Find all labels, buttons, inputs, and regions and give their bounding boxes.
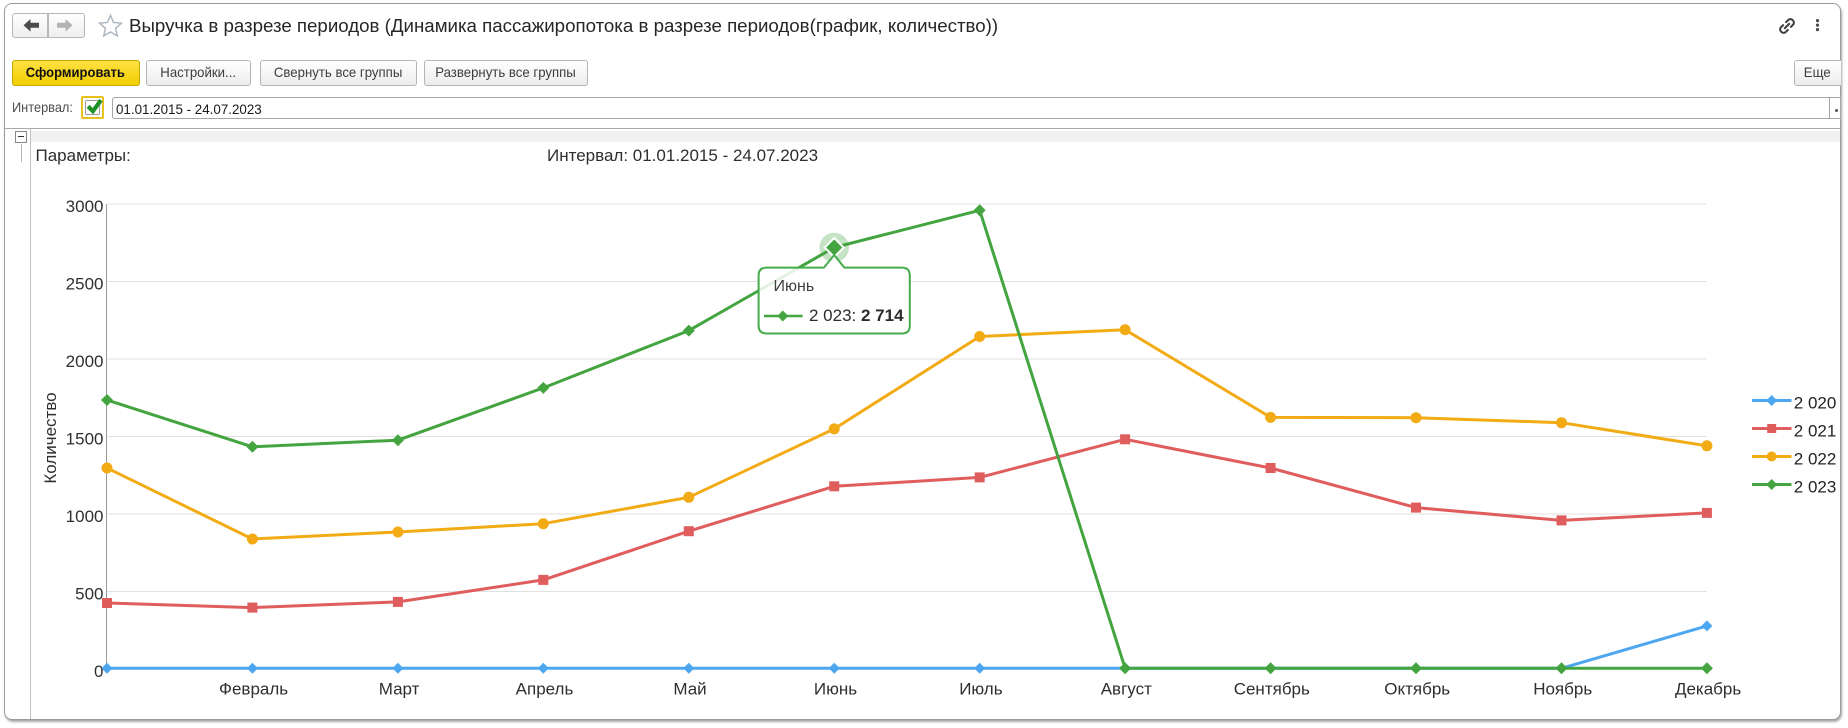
svg-text:3000: 3000 <box>66 197 104 216</box>
svg-text:Июль: Июль <box>959 680 1003 699</box>
svg-text:Август: Август <box>1101 680 1152 699</box>
svg-text:Июнь: Июнь <box>814 680 857 699</box>
svg-text:Февраль: Февраль <box>219 680 288 699</box>
svg-text:1500: 1500 <box>66 430 104 449</box>
svg-text:Декабрь: Декабрь <box>1675 680 1741 699</box>
svg-text:2 023: 2 023 <box>1794 478 1837 497</box>
svg-text:Май: Май <box>673 680 706 699</box>
svg-text:500: 500 <box>75 585 103 604</box>
svg-text:Октябрь: Октябрь <box>1384 680 1450 699</box>
svg-text:2 021: 2 021 <box>1794 422 1837 441</box>
svg-text:2 023: 2 714: 2 023: 2 714 <box>809 306 904 325</box>
svg-text:Сентябрь: Сентябрь <box>1234 680 1310 699</box>
svg-text:Ноябрь: Ноябрь <box>1533 680 1592 699</box>
svg-text:2 022: 2 022 <box>1794 450 1837 469</box>
svg-text:2500: 2500 <box>66 275 104 294</box>
svg-text:Март: Март <box>379 680 420 699</box>
svg-text:2000: 2000 <box>66 352 104 371</box>
svg-text:Количество: Количество <box>41 392 60 483</box>
svg-text:Июнь: Июнь <box>774 278 815 295</box>
svg-text:2 020: 2 020 <box>1794 394 1837 413</box>
svg-text:Апрель: Апрель <box>516 680 574 699</box>
svg-text:1000: 1000 <box>66 507 104 526</box>
svg-text:0: 0 <box>94 662 103 681</box>
